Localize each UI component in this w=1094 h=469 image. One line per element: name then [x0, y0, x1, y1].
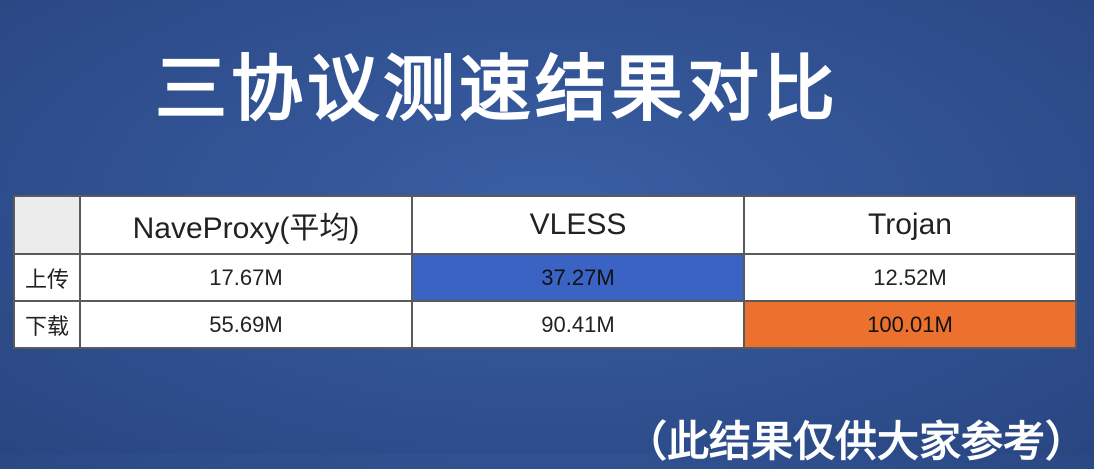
table-header-row: NaveProxy(平均) VLESS Trojan: [13, 195, 1077, 255]
download-naveproxy-value: 55.69M: [79, 300, 413, 349]
table-row-download: 下载 55.69M 90.41M 100.01M: [13, 300, 1077, 349]
table-row-upload: 上传 17.67M 37.27M 12.52M: [13, 253, 1077, 302]
download-trojan-value: 100.01M: [743, 300, 1077, 349]
download-vless-value: 90.41M: [411, 300, 745, 349]
row-label-upload: 上传: [13, 253, 81, 302]
column-header-vless: VLESS: [411, 195, 745, 255]
slide-title: 三协议测速结果对比: [155, 50, 840, 130]
upload-naveproxy-value: 17.67M: [79, 253, 413, 302]
upload-vless-value: 37.27M: [411, 253, 745, 302]
column-header-naveproxy: NaveProxy(平均): [79, 195, 413, 255]
disclaimer-note: （此结果仅供大家参考）: [625, 418, 1088, 465]
upload-trojan-value: 12.52M: [743, 253, 1077, 302]
column-header-trojan: Trojan: [743, 195, 1077, 255]
row-label-download: 下载: [13, 300, 81, 349]
table-corner-cell: [13, 195, 81, 255]
speed-comparison-table: NaveProxy(平均) VLESS Trojan 上传 17.67M 37.…: [13, 195, 1077, 349]
